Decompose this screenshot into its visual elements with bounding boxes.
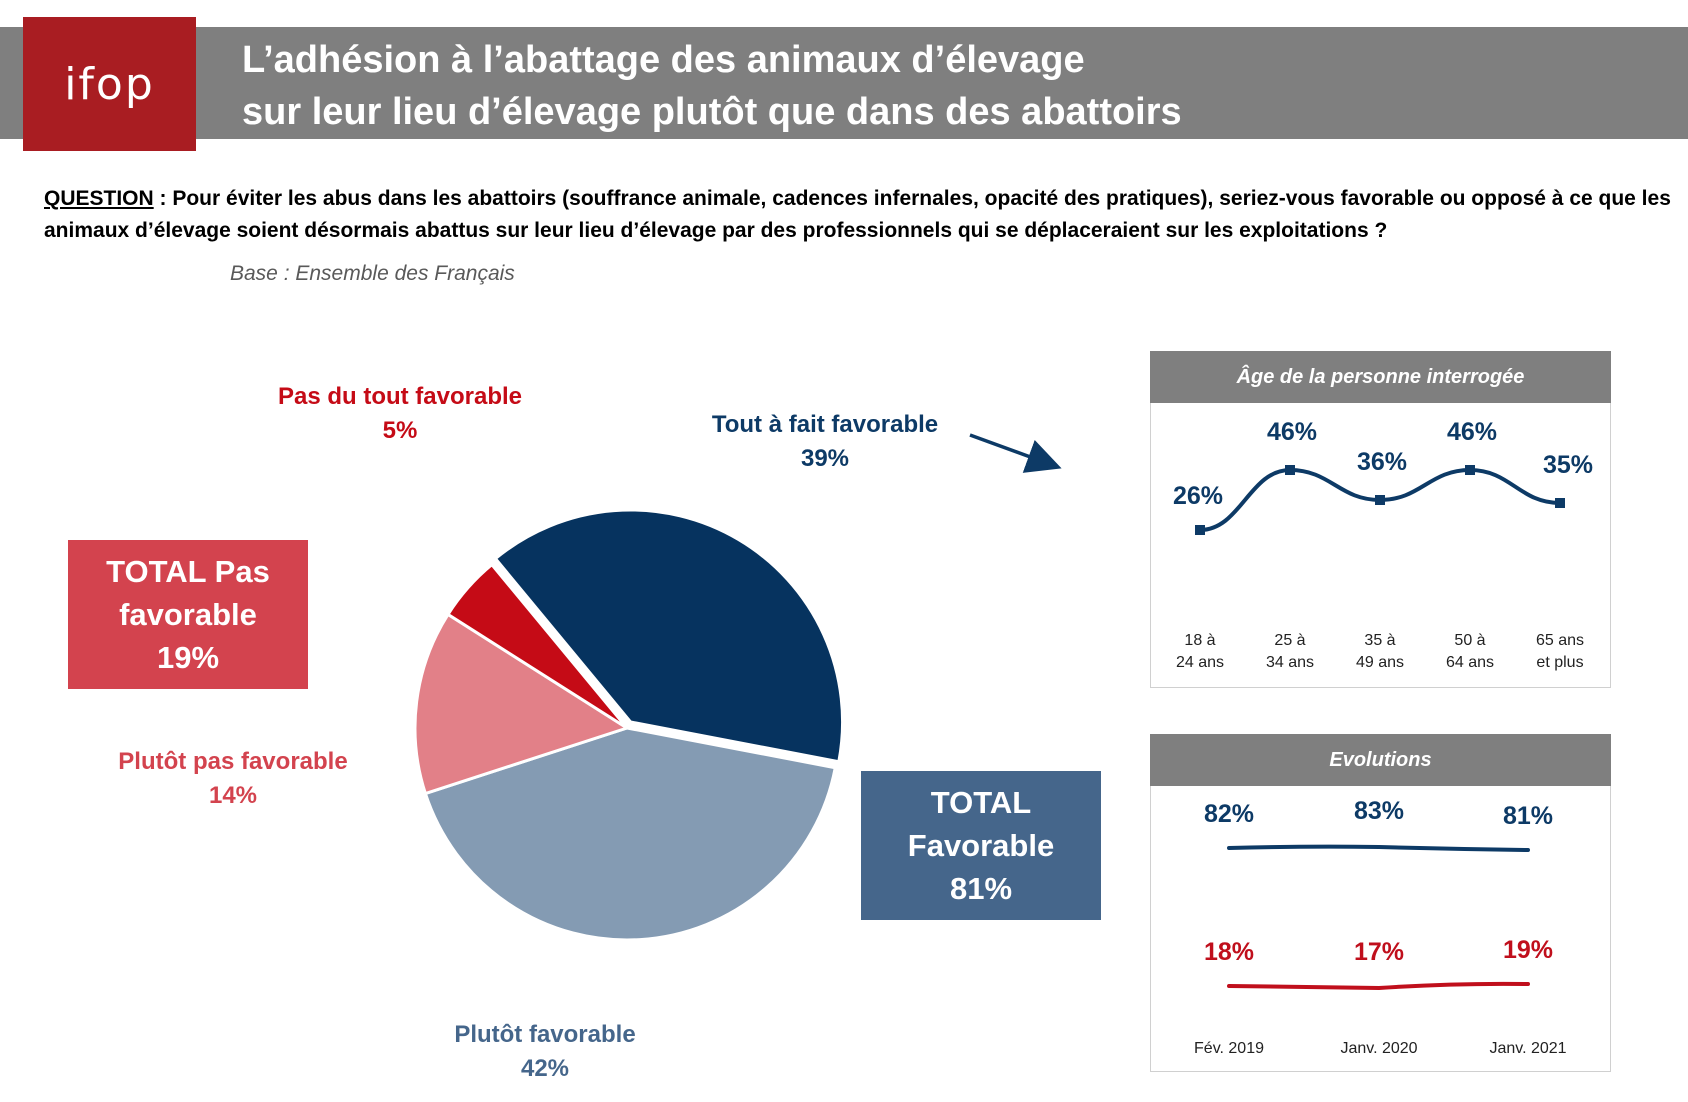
- pie-slice-plutot-fav: [423, 726, 838, 942]
- page-title: L’adhésion à l’abattage des animaux d’él…: [242, 34, 1642, 138]
- total-pas-line2: favorable: [119, 597, 257, 632]
- label-tout-a-fait-value: 39%: [800, 445, 850, 472]
- total-pas-value: 19%: [156, 640, 220, 675]
- evolution-category-2: Janv. 2021: [1489, 1040, 1567, 1057]
- label-tout-a-fait: Tout à fait favorable 39%: [640, 408, 1010, 476]
- pie-slice-tout-a-fait: [493, 508, 845, 764]
- label-plutot-fav: Plutôt favorable 42%: [400, 1018, 690, 1086]
- evolution-value-label-0-1: 83%: [1353, 797, 1405, 825]
- total-fav-line1: TOTAL: [930, 785, 1032, 820]
- pie-slice-pas-du-tout: [445, 562, 629, 730]
- age-point-0: [1195, 525, 1205, 535]
- label-plutot-pas: Plutôt pas favorable 14%: [93, 745, 373, 813]
- evolution-value-label-1-1: 17%: [1353, 938, 1405, 966]
- age-panel-title: Âge de la personne interrogée: [1150, 351, 1611, 403]
- label-plutot-fav-value: 42%: [520, 1055, 570, 1082]
- arrow-icon: [969, 433, 1062, 473]
- label-tout-a-fait-name: Tout à fait favorable: [711, 411, 939, 438]
- age-category-0: 18 à 24 ans: [1175, 632, 1225, 671]
- age-value-label-4: 35%: [1542, 451, 1594, 479]
- age-value-label-0: 26%: [1172, 482, 1224, 510]
- label-plutot-fav-name: Plutôt favorable: [454, 1021, 636, 1048]
- ifop-logo: ifop: [23, 17, 196, 151]
- title-line-2: sur leur lieu d’élevage plutôt que dans …: [242, 91, 1182, 133]
- evolution-series-line-0: [1227, 844, 1530, 852]
- total-fav-line2: Favorable: [907, 828, 1055, 863]
- age-point-4: [1555, 498, 1565, 508]
- title-line-1: L’adhésion à l’abattage des animaux d’él…: [242, 39, 1085, 81]
- age-value-label-2: 36%: [1356, 448, 1408, 476]
- logo-text: ifop: [64, 58, 155, 110]
- evolution-value-label-0-2: 81%: [1502, 802, 1554, 830]
- evolution-series-line-1: [1227, 981, 1530, 991]
- label-pas-du-tout-name: Pas du tout favorable: [277, 383, 523, 410]
- age-point-3: [1465, 465, 1475, 475]
- label-plutot-pas-value: 14%: [208, 782, 258, 809]
- evolution-value-label-0-0: 82%: [1203, 800, 1255, 828]
- pie-slice-plutot-pas: [413, 612, 631, 796]
- header-bar: [0, 27, 1688, 139]
- question-body: : Pour éviter les abus dans les abattoir…: [44, 187, 1671, 242]
- age-value-label-3: 46%: [1446, 418, 1498, 446]
- label-pas-du-tout: Pas du tout favorable 5%: [230, 380, 570, 448]
- age-value-label-1: 46%: [1266, 418, 1318, 446]
- evolution-value-label-1-2: 19%: [1502, 936, 1554, 964]
- age-category-4: 65 ans et plus: [1535, 632, 1585, 671]
- total-fav-value: 81%: [949, 871, 1013, 906]
- question-label: QUESTION: [44, 187, 154, 210]
- evolution-category-1: Janv. 2020: [1340, 1040, 1418, 1057]
- age-point-2: [1375, 495, 1385, 505]
- evolution-value-label-1-0: 18%: [1203, 938, 1255, 966]
- total-pas-line1: TOTAL Pas: [106, 554, 270, 589]
- total-pas-favorable-box: TOTAL Pas favorable 19%: [68, 540, 308, 689]
- age-category-1: 25 à 34 ans: [1265, 632, 1315, 671]
- question-text: QUESTION : Pour éviter les abus dans les…: [44, 183, 1674, 247]
- age-category-2: 35 à 49 ans: [1355, 632, 1405, 671]
- label-plutot-pas-name: Plutôt pas favorable: [118, 748, 348, 775]
- evolution-category-0: Fév. 2019: [1194, 1040, 1264, 1057]
- evolutions-panel-title: Evolutions: [1150, 734, 1611, 786]
- label-pas-du-tout-value: 5%: [382, 417, 418, 444]
- age-point-1: [1285, 465, 1295, 475]
- age-category-3: 50 à 64 ans: [1445, 632, 1495, 671]
- base-note: Base : Ensemble des Français: [230, 262, 515, 285]
- total-favorable-box: TOTAL Favorable 81%: [861, 771, 1101, 920]
